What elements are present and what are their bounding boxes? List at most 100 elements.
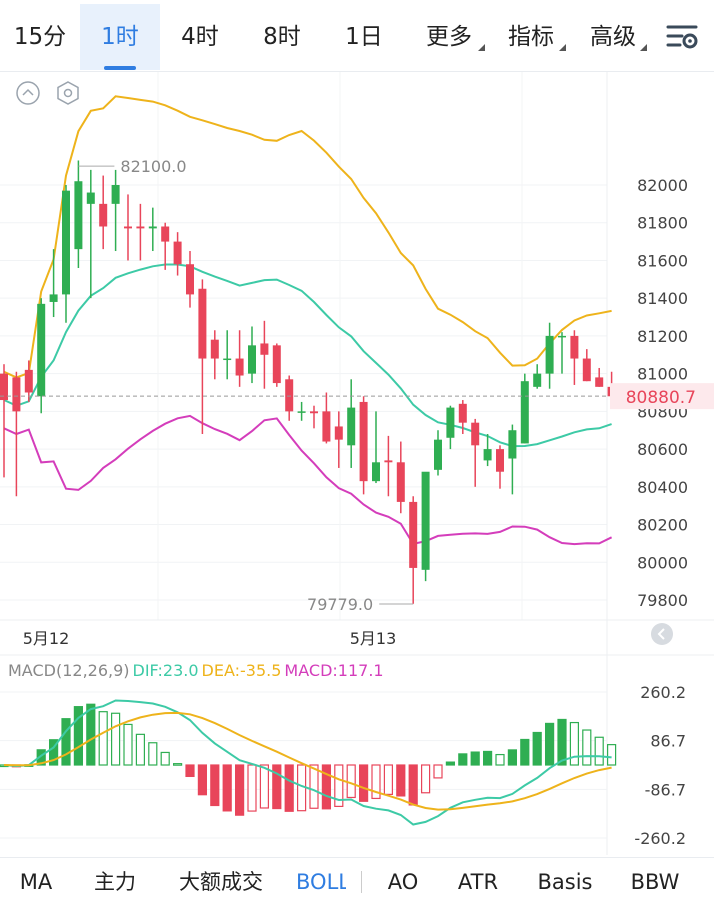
macd-tick-label: -260.2 — [634, 829, 686, 848]
candle-down — [595, 377, 604, 387]
macd-tick-label: 86.7 — [650, 732, 686, 751]
macd-dea: DEA:-35.5 — [201, 661, 282, 680]
macd-histogram-bar — [185, 764, 195, 778]
tab-1h[interactable]: 1时 — [80, 4, 160, 70]
macd-histogram-bar — [173, 763, 183, 766]
boll-upper-line — [3, 95, 612, 379]
macd-histogram-bar — [408, 764, 418, 806]
macd-histogram-bar — [606, 744, 617, 766]
candle-up — [533, 373, 542, 387]
macd-histogram-bar — [98, 711, 108, 766]
candle-down — [334, 426, 343, 440]
macd-histogram-bar — [160, 751, 170, 766]
macd-histogram-bar — [383, 764, 393, 795]
macd-histogram-bar — [594, 736, 604, 766]
indicator-tab-large-trades[interactable]: 大额成交 — [179, 870, 263, 894]
macd-histogram-bar — [557, 718, 567, 766]
macd-histogram-bar — [495, 753, 505, 766]
date-label: 5月12 — [23, 629, 70, 648]
macd-histogram-bar — [371, 764, 381, 800]
indicator-tab-ma[interactable]: MA — [19, 870, 53, 894]
macd-histogram-bar — [421, 764, 431, 794]
candle-down — [322, 411, 331, 442]
macd-histogram-bar — [297, 764, 307, 812]
scroll-to-latest-chevron — [657, 628, 665, 640]
price-tick-label: 80000 — [637, 553, 688, 572]
price-tick-label: 80200 — [637, 516, 688, 535]
price-tick-label: 82000 — [637, 176, 688, 195]
macd-value: MACD:117.1 — [284, 661, 384, 680]
macd-histogram-bar — [321, 764, 331, 810]
indicator-tab-ao[interactable]: AO — [387, 870, 419, 894]
macd-histogram-bar — [569, 721, 580, 766]
candle-down — [496, 449, 504, 472]
macd-histogram-bar — [507, 749, 517, 766]
candle-up — [520, 381, 529, 444]
candle-down — [124, 226, 132, 229]
macd-dif-line — [3, 699, 612, 826]
candle-down — [235, 358, 244, 376]
macd-histogram-bar — [135, 733, 145, 766]
indicator-tab-main-force[interactable]: 主力 — [94, 870, 136, 894]
low-annotation-label: 79779.0 — [307, 595, 373, 614]
macd-histogram-bar — [11, 764, 21, 768]
candle-down — [359, 401, 368, 482]
candle-down — [272, 345, 281, 384]
macd-histogram-bar — [359, 764, 369, 802]
candle-down — [161, 226, 170, 242]
price-tick-label: 80400 — [637, 478, 688, 497]
candle-down — [24, 369, 33, 393]
tab-8h[interactable]: 8时 — [263, 24, 301, 50]
tab-15m[interactable]: 15分 — [13, 24, 67, 50]
macd-tick-label: 260.2 — [640, 683, 686, 702]
indicator-tab-boll[interactable]: BOLL — [296, 870, 346, 894]
tab-advanced[interactable]: 高级 — [590, 24, 636, 50]
candle-down — [173, 241, 182, 265]
macd-histogram-bar — [346, 764, 356, 799]
more-dropdown-icon — [478, 44, 485, 51]
macd-label: MACD(12,26,9) — [8, 661, 130, 680]
macd-histogram-bar — [544, 722, 555, 766]
candle-down — [384, 460, 393, 463]
chevron-up-circle-icon[interactable] — [15, 80, 41, 106]
macd-histogram-bar — [445, 761, 455, 766]
boll-lower-line — [3, 414, 613, 546]
boll-middle-line — [3, 263, 612, 448]
candle-up — [86, 192, 95, 204]
settings-sliders-icon[interactable] — [664, 22, 700, 52]
tab-4h[interactable]: 4时 — [181, 24, 219, 50]
tab-1d[interactable]: 1日 — [345, 24, 383, 50]
date-label: 5月13 — [350, 629, 397, 648]
macd-tick-label: -86.7 — [645, 780, 686, 799]
indicator-tab-atr[interactable]: ATR — [457, 870, 499, 894]
candle-down — [582, 358, 591, 382]
macd-histogram-bar — [110, 712, 121, 766]
macd-histogram-bar — [334, 764, 344, 807]
candle-up — [111, 185, 120, 204]
macd-histogram-bar — [48, 739, 59, 766]
indicator-tab-bbw[interactable]: BBW — [630, 870, 680, 894]
macd-histogram-bar — [520, 738, 530, 766]
scroll-to-latest-icon — [651, 623, 673, 645]
current-price-tag — [610, 383, 714, 410]
macd-dif: DIF:23.0 — [132, 661, 199, 680]
macd-histogram-bar — [582, 729, 592, 766]
candle-down — [607, 386, 616, 397]
macd-histogram-bar — [470, 751, 480, 766]
candle-up — [446, 407, 455, 438]
tab-indicators[interactable]: 指标 — [508, 24, 554, 50]
high-annotation-label: 82100.0 — [120, 157, 186, 176]
macd-histogram-bar — [86, 703, 96, 766]
candle-down — [198, 288, 207, 359]
price-tick-label: 81400 — [637, 289, 688, 308]
candle-up — [49, 294, 58, 302]
candle-down — [471, 422, 480, 446]
candle-down — [396, 462, 405, 502]
candle-down — [136, 226, 145, 229]
candle-up — [558, 335, 566, 338]
indicator-tab-basis[interactable]: Basis — [537, 870, 593, 894]
hexagon-icon[interactable] — [55, 80, 81, 106]
tab-more[interactable]: 更多 — [426, 24, 472, 50]
candle-down — [0, 373, 8, 401]
